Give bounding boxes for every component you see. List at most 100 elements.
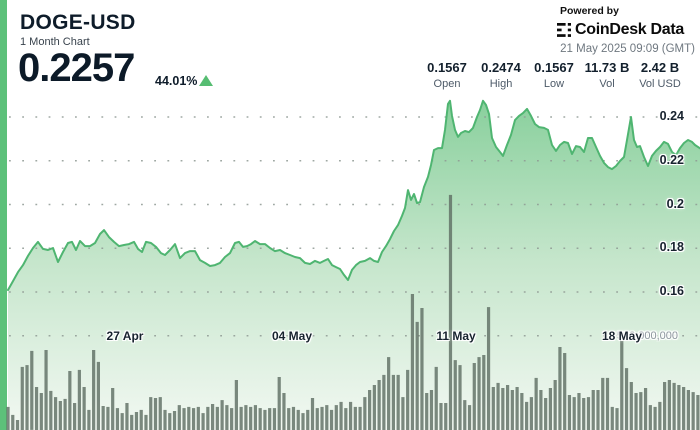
- symbol-title: DOGE-USD: [20, 11, 136, 34]
- change-up-icon: [199, 75, 213, 86]
- volume-bar: [325, 405, 329, 430]
- volume-bar: [682, 387, 686, 430]
- volume-bar: [244, 405, 248, 430]
- volume-bar: [125, 403, 129, 430]
- volume-bar: [263, 409, 267, 430]
- volume-bar: [220, 400, 224, 430]
- volume-bar: [172, 411, 177, 430]
- volume-bar: [287, 408, 291, 430]
- volume-bar: [277, 377, 281, 430]
- volume-bar: [382, 374, 386, 430]
- provider-logo-link[interactable]: CoinDesk Data: [557, 21, 684, 39]
- volume-bar: [505, 385, 510, 430]
- volume-bar: [11, 414, 15, 430]
- volume-bar: [20, 366, 24, 430]
- volume-bar: [344, 408, 348, 430]
- stat-value: 0.1567: [534, 60, 574, 75]
- stat-vol: 11.73 B Vol: [575, 60, 639, 90]
- volume-bar: [634, 393, 638, 430]
- volume-bar: [653, 406, 657, 430]
- volume-bar: [163, 409, 167, 430]
- volume-bar: [448, 194, 453, 430]
- volume-bar: [315, 408, 319, 430]
- volume-bar: [201, 413, 205, 430]
- volume-bar: [420, 308, 424, 430]
- volume-bar: [96, 361, 100, 430]
- volume-bar: [596, 390, 600, 430]
- volume-bar: [363, 397, 367, 430]
- volume-bar: [282, 393, 286, 430]
- volume-bar: [82, 387, 86, 430]
- volume-bar: [168, 413, 172, 430]
- x-axis-tick: 18 May: [601, 329, 643, 343]
- volume-bar: [182, 408, 186, 430]
- volume-bar: [577, 393, 581, 430]
- volume-bar: [139, 409, 143, 430]
- volume-bar: [396, 374, 400, 430]
- volume-bar: [601, 377, 605, 430]
- stat-low: 0.1567 Low: [522, 60, 586, 90]
- y-axis-tick: 0.18: [659, 240, 684, 255]
- volume-bar: [206, 406, 210, 430]
- volume-bar: [25, 365, 29, 430]
- volume-axis-label: 500,000,000: [616, 330, 678, 342]
- volume-bar: [187, 406, 191, 430]
- volume-bar: [624, 368, 629, 430]
- volume-bar: [291, 406, 296, 430]
- volume-bar: [501, 388, 505, 430]
- volume-bar: [106, 406, 110, 430]
- volume-bar: [415, 321, 419, 430]
- volume-bar: [686, 390, 690, 430]
- volume-bar: [605, 377, 610, 430]
- volume-bar: [329, 409, 334, 430]
- volume-bar: [672, 382, 676, 430]
- volume-bar: [472, 363, 476, 430]
- current-price: 0.2257: [18, 46, 135, 90]
- volume-bar: [372, 385, 376, 430]
- stat-label: Open: [433, 78, 461, 90]
- volume-bar: [87, 409, 91, 430]
- volume-bar: [439, 403, 443, 430]
- volume-bar: [406, 369, 410, 430]
- x-axis-tick: 04 May: [271, 329, 313, 343]
- volume-bar: [477, 357, 481, 430]
- x-axis-tick: 27 Apr: [106, 329, 144, 343]
- volume-bar: [272, 408, 277, 430]
- volume-bar: [620, 337, 624, 430]
- volume-bar: [401, 397, 405, 430]
- volume-bar: [391, 374, 395, 430]
- volume-bar: [610, 406, 614, 430]
- volume-bar: [696, 395, 700, 430]
- volume-bar: [225, 405, 229, 430]
- volume-bar: [567, 395, 572, 430]
- volume-bar: [643, 388, 648, 430]
- volume-bar: [49, 390, 53, 430]
- volume-bar: [515, 387, 519, 430]
- volume-bar: [310, 398, 315, 430]
- volume-bar: [358, 406, 362, 430]
- stat-label: Low: [543, 78, 565, 90]
- volume-bar: [486, 307, 491, 430]
- volume-bar: [591, 390, 595, 430]
- volume-bar: [548, 388, 553, 430]
- volume-bar: [434, 366, 438, 430]
- volume-bar: [34, 387, 39, 430]
- volume-bar: [648, 405, 652, 430]
- volume-bar: [539, 390, 543, 430]
- change-percent: 44.01%: [155, 74, 198, 88]
- volume-bar: [153, 398, 158, 430]
- volume-bar: [306, 409, 310, 430]
- stat-value: 11.73 B: [584, 60, 630, 75]
- volume-bar: [482, 355, 486, 430]
- x-axis-tick: 11 May: [436, 329, 476, 343]
- volume-bar: [615, 408, 619, 430]
- last-updated-timestamp: 21 May 2025 09:09 (GMT): [560, 43, 695, 55]
- volume-bar: [453, 360, 457, 430]
- powered-by-label: Powered by: [560, 5, 619, 17]
- volume-bar: [629, 382, 633, 430]
- volume-bar: [149, 397, 153, 430]
- volume-bar: [296, 409, 300, 430]
- volume-bar: [339, 401, 343, 430]
- volume-bar: [639, 392, 643, 430]
